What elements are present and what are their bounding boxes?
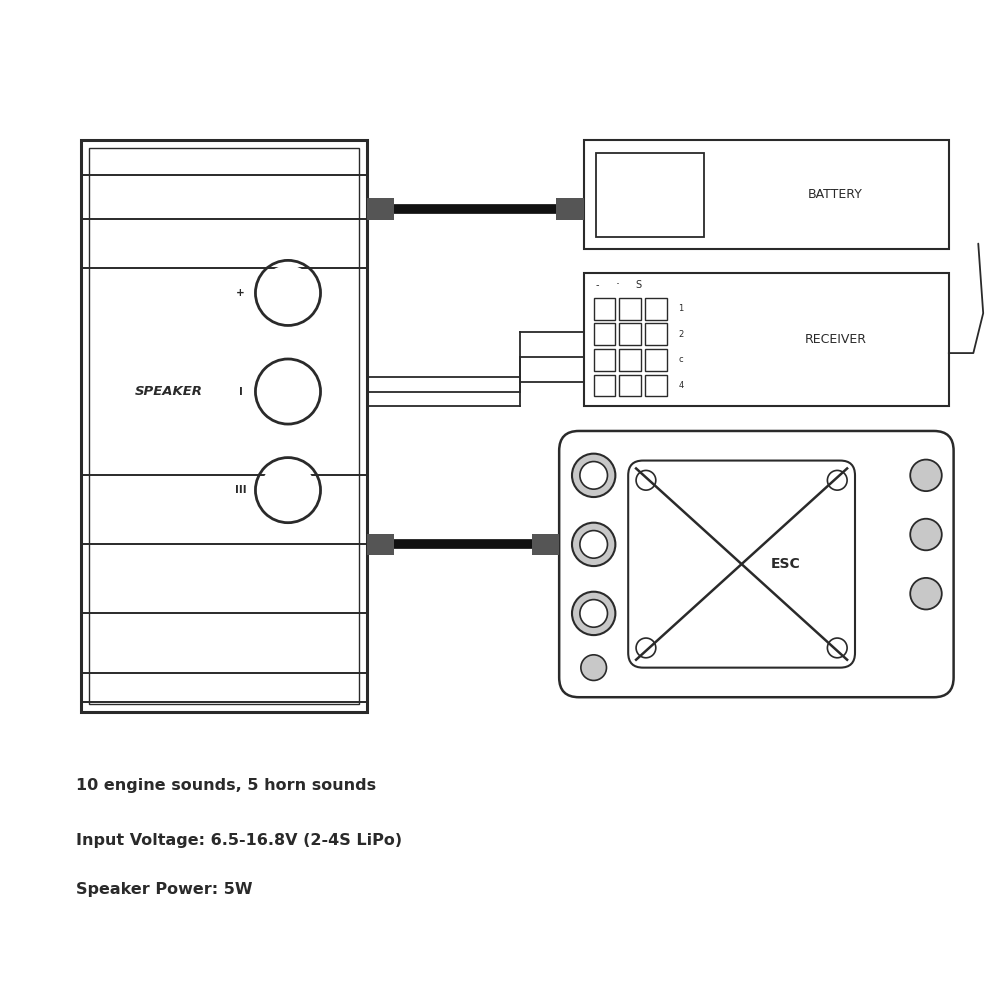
Text: ESC: ESC: [771, 557, 801, 571]
Circle shape: [910, 460, 942, 491]
FancyBboxPatch shape: [532, 534, 559, 555]
FancyBboxPatch shape: [619, 375, 641, 396]
Text: III: III: [235, 485, 246, 495]
Text: 4: 4: [678, 381, 684, 390]
FancyBboxPatch shape: [594, 298, 615, 320]
Circle shape: [827, 638, 847, 658]
Circle shape: [260, 265, 316, 321]
Text: +: +: [236, 288, 245, 298]
FancyBboxPatch shape: [556, 198, 584, 220]
FancyBboxPatch shape: [619, 323, 641, 345]
FancyBboxPatch shape: [584, 140, 949, 249]
Circle shape: [910, 578, 942, 609]
Circle shape: [580, 600, 607, 627]
FancyBboxPatch shape: [594, 349, 615, 371]
Text: I: I: [239, 387, 243, 397]
Circle shape: [260, 364, 316, 419]
FancyBboxPatch shape: [81, 140, 367, 712]
FancyBboxPatch shape: [645, 375, 667, 396]
FancyBboxPatch shape: [594, 375, 615, 396]
FancyBboxPatch shape: [628, 461, 855, 668]
Text: c: c: [678, 355, 683, 364]
Text: SPEAKER: SPEAKER: [135, 385, 203, 398]
Text: RECEIVER: RECEIVER: [804, 333, 866, 346]
Circle shape: [636, 638, 656, 658]
Text: BATTERY: BATTERY: [808, 188, 863, 201]
Circle shape: [910, 519, 942, 550]
Circle shape: [580, 531, 607, 558]
Text: Input Voltage: 6.5-16.8V (2-4S LiPo): Input Voltage: 6.5-16.8V (2-4S LiPo): [76, 833, 402, 848]
FancyBboxPatch shape: [619, 298, 641, 320]
FancyBboxPatch shape: [596, 153, 704, 237]
Text: 1: 1: [678, 304, 684, 313]
Circle shape: [572, 523, 615, 566]
Circle shape: [581, 655, 606, 680]
Text: S: S: [635, 280, 641, 290]
FancyBboxPatch shape: [645, 298, 667, 320]
Text: ·: ·: [615, 279, 619, 292]
Text: 2: 2: [678, 330, 684, 339]
Circle shape: [572, 592, 615, 635]
FancyBboxPatch shape: [645, 323, 667, 345]
Circle shape: [636, 470, 656, 490]
FancyBboxPatch shape: [619, 349, 641, 371]
FancyBboxPatch shape: [584, 273, 949, 406]
Circle shape: [827, 470, 847, 490]
FancyBboxPatch shape: [89, 148, 359, 704]
Text: -: -: [596, 280, 599, 290]
Text: Speaker Power: 5W: Speaker Power: 5W: [76, 882, 252, 897]
Circle shape: [572, 454, 615, 497]
FancyBboxPatch shape: [645, 349, 667, 371]
Circle shape: [580, 462, 607, 489]
FancyBboxPatch shape: [559, 431, 954, 697]
FancyBboxPatch shape: [594, 323, 615, 345]
Circle shape: [260, 463, 316, 518]
FancyBboxPatch shape: [367, 198, 394, 220]
Text: 10 engine sounds, 5 horn sounds: 10 engine sounds, 5 horn sounds: [76, 778, 376, 793]
FancyBboxPatch shape: [367, 534, 394, 555]
